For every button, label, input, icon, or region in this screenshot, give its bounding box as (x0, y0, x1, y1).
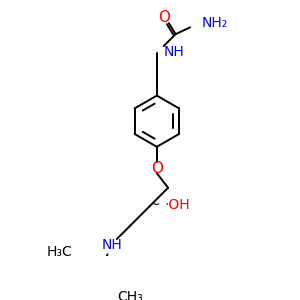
Text: NH₂: NH₂ (201, 16, 227, 30)
Text: NH: NH (164, 45, 184, 59)
Text: H₃C: H₃C (47, 245, 73, 259)
Text: O: O (158, 10, 170, 25)
Text: ⋅OH: ⋅OH (165, 198, 190, 212)
Text: NH: NH (101, 238, 122, 252)
Text: ∼: ∼ (149, 198, 160, 211)
Text: CH₃: CH₃ (117, 290, 142, 300)
Text: O: O (151, 161, 163, 176)
